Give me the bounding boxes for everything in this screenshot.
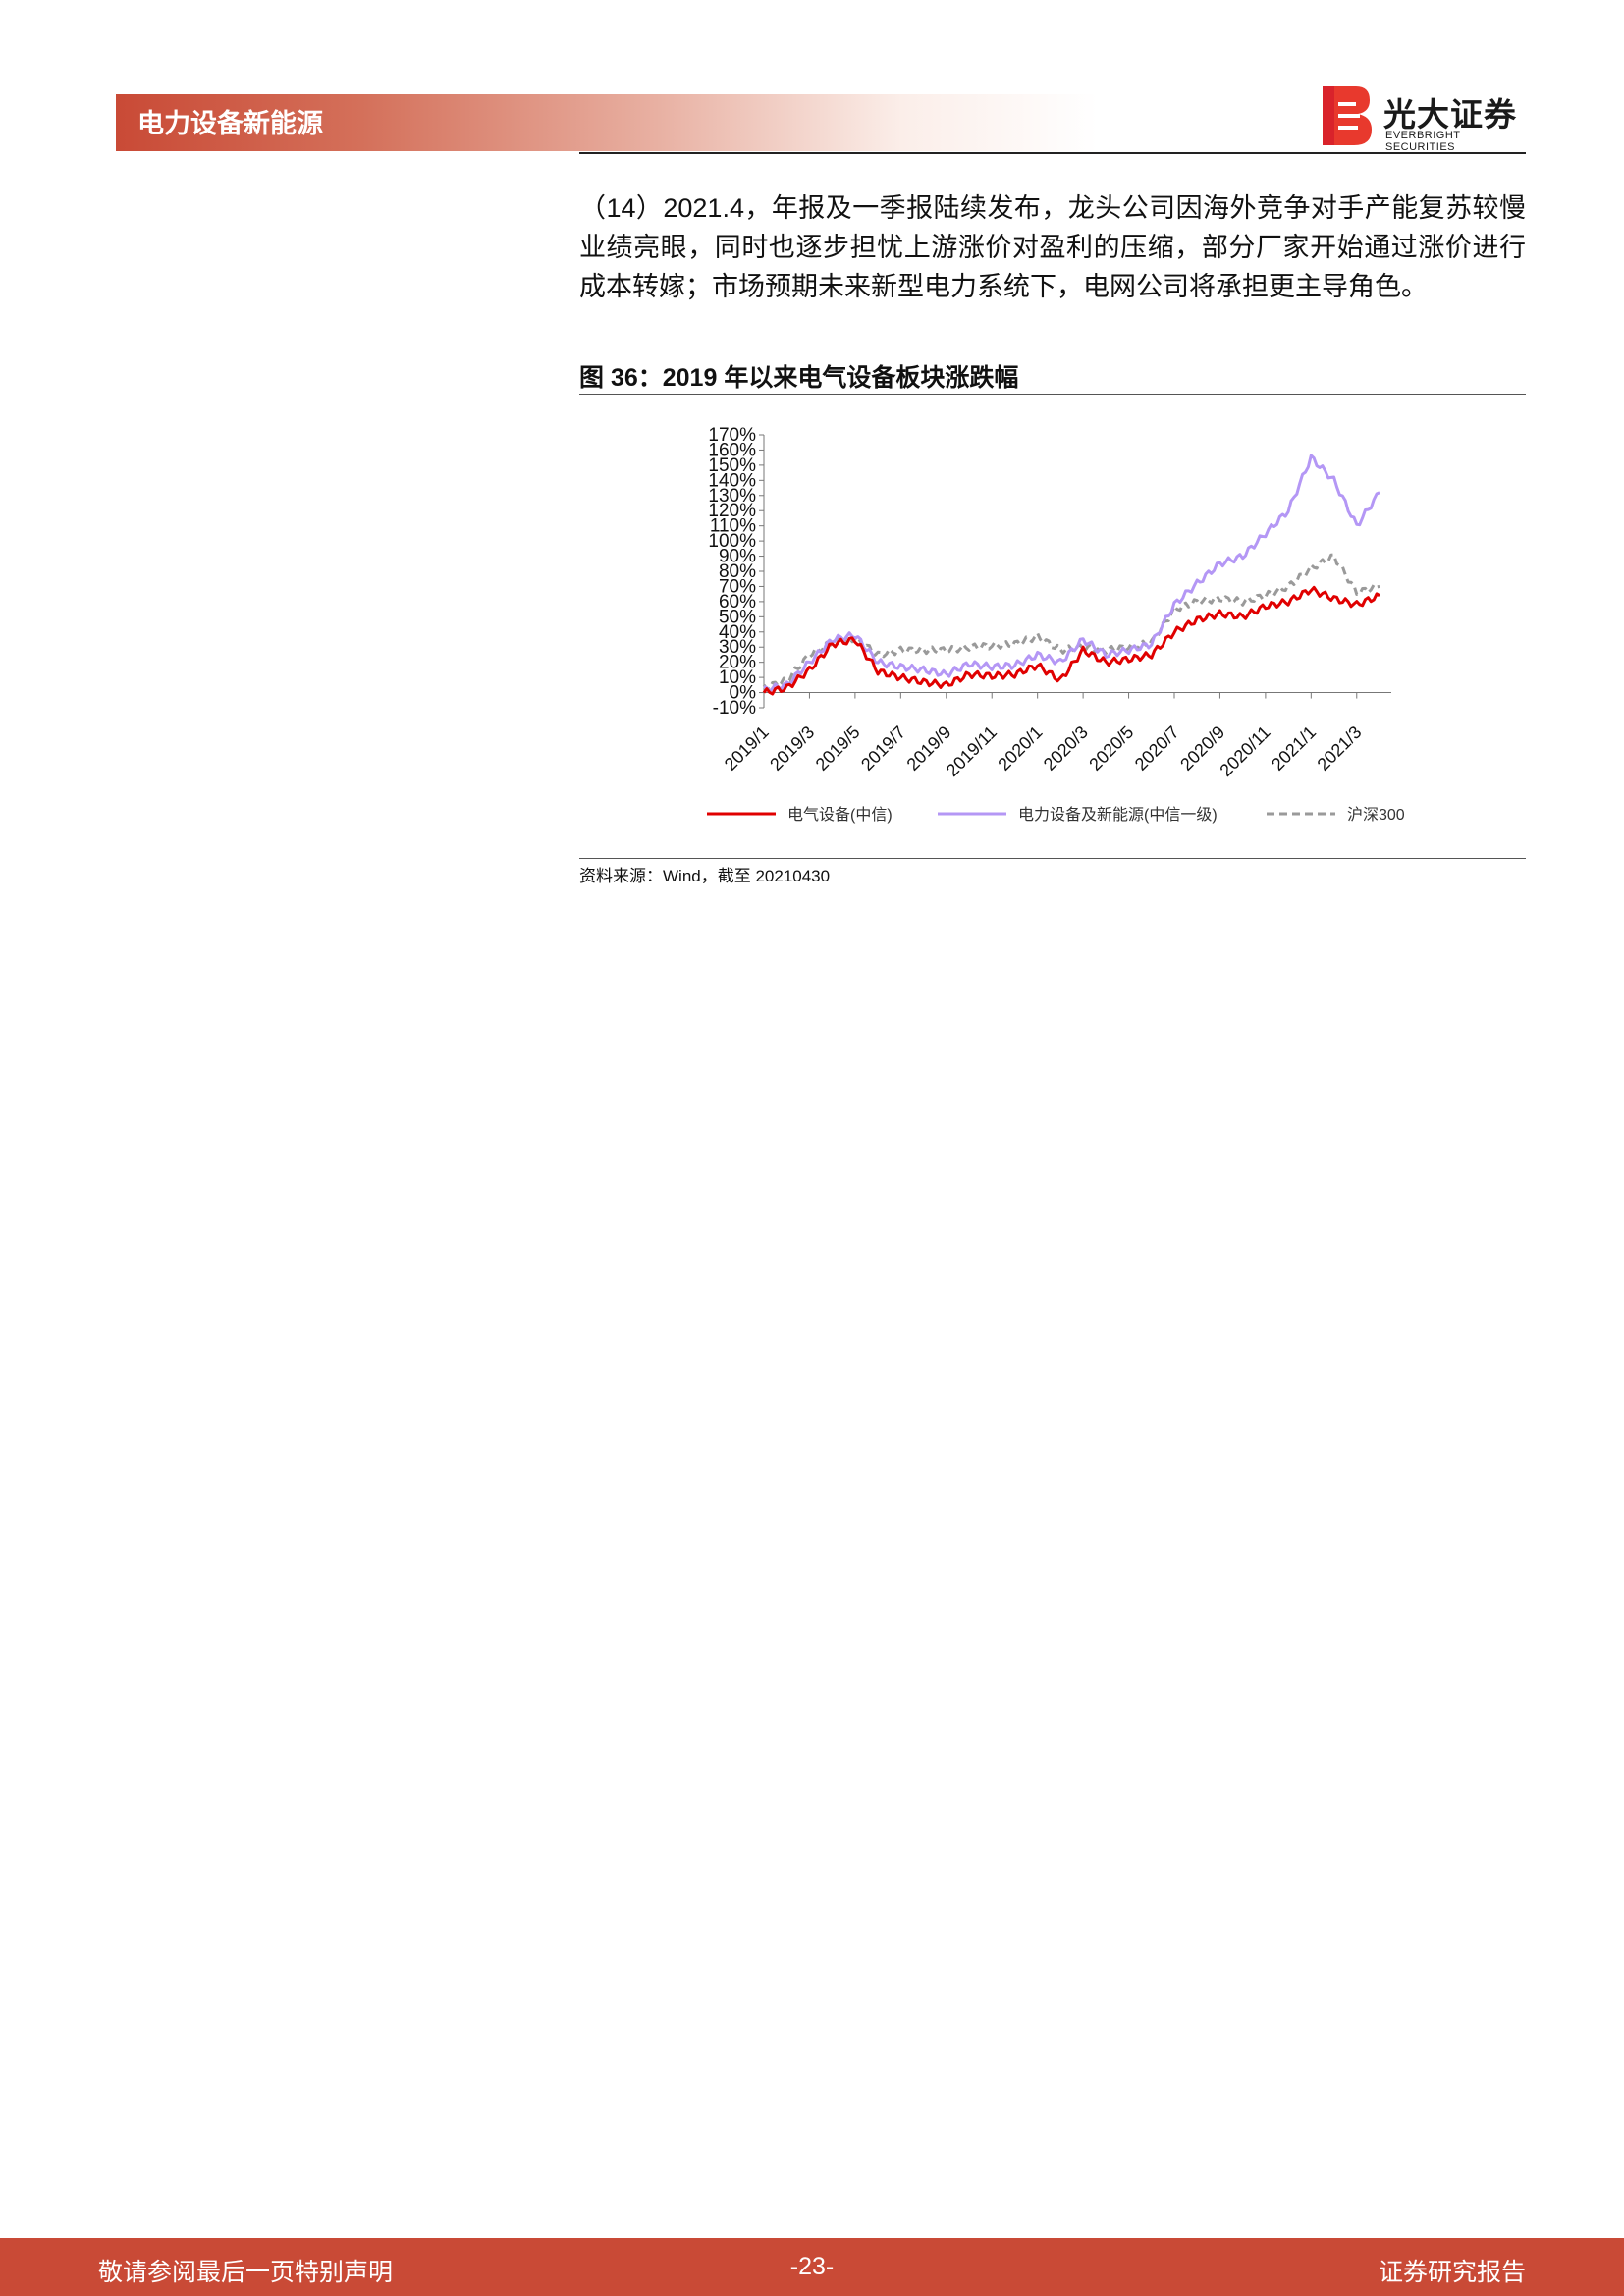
x-tick-label: 2019/5: [812, 722, 864, 774]
line-chart: -10% 0% 10% 20% 30% 40% 50% 60% 70% 80% 90% 100% 110…: [579, 398, 1526, 854]
section-title: 电力设备新能源: [137, 109, 323, 138]
x-tick-label: 2019/1: [721, 722, 773, 774]
figure-top-rule: [579, 394, 1526, 395]
y-tick-label: 90%: [719, 547, 756, 567]
x-tick-label: 2019/7: [857, 722, 909, 774]
x-tick-label: 2021/3: [1314, 722, 1366, 774]
figure-source: 资料来源：Wind，截至 20210430: [579, 867, 831, 885]
y-tick-label: 100%: [708, 531, 756, 552]
page-number: -23-: [789, 2253, 835, 2280]
everbright-logo-icon: [1323, 86, 1372, 145]
y-tick-label: 150%: [708, 455, 756, 476]
y-tick-label: 80%: [719, 561, 756, 582]
y-tick-label: 40%: [719, 622, 756, 643]
series-line: [762, 553, 1380, 691]
y-tick-label: 170%: [708, 425, 756, 446]
x-tick-label: 2019/3: [766, 722, 818, 774]
logo-text-en: EVERBRIGHT SECURITIES: [1385, 130, 1461, 153]
header-rule: [579, 152, 1526, 154]
logo-text-cn: 光大证券: [1383, 96, 1517, 133]
x-tick-label: 2020/5: [1085, 722, 1137, 774]
figure-title: 图 36：2019 年以来电气设备板块涨跌幅: [579, 364, 1019, 392]
series-line: [762, 585, 1380, 696]
y-tick-label: 10%: [719, 667, 756, 688]
y-tick-label: 0%: [730, 683, 757, 704]
y-tick-label: 110%: [710, 516, 756, 537]
x-tick-label: 2020/1: [994, 722, 1046, 774]
x-tick-label: 2019/11: [943, 722, 1001, 780]
y-tick-label: 160%: [708, 440, 756, 460]
y-tick-label: 50%: [719, 607, 756, 627]
y-tick-label: 120%: [708, 501, 756, 521]
footer-report-type: 证券研究报告: [1378, 2259, 1526, 2286]
chart-canvas: -10%0%10%20%30%40%50%60%70%80%90%100%110…: [707, 425, 1405, 824]
x-tick-label: 2020/7: [1131, 722, 1183, 774]
y-tick-label: 30%: [719, 637, 756, 658]
body-paragraph: （14）2021.4，年报及一季报陆续发布，龙头公司因海外竞争对手产能复苏较慢业…: [579, 193, 1526, 301]
footer-disclaimer: 敬请参阅最后一页特别声明: [98, 2259, 394, 2286]
figure-bottom-rule: [579, 858, 1526, 859]
y-tick-label: 60%: [719, 592, 756, 613]
y-tick-label: 140%: [708, 470, 756, 491]
y-tick-label: 70%: [719, 576, 756, 597]
legend-label: 电力设备及新能源(中信一级): [1018, 806, 1218, 824]
legend-label: 电气设备(中信): [787, 806, 893, 824]
company-logo: 光大证券 EVERBRIGHT SECURITIES: [1321, 84, 1532, 153]
x-tick-label: 2020/3: [1040, 722, 1092, 774]
y-tick-label: 20%: [719, 653, 756, 673]
x-tick-label: 2020/11: [1217, 722, 1274, 780]
y-tick-label: 130%: [708, 486, 756, 507]
header-band: [116, 94, 1098, 151]
y-tick-label: -10%: [713, 698, 756, 719]
footer-band: [0, 2238, 1624, 2296]
series-line: [763, 454, 1380, 693]
legend-label: 沪深300: [1347, 806, 1405, 824]
x-tick-label: 2021/1: [1268, 722, 1320, 774]
